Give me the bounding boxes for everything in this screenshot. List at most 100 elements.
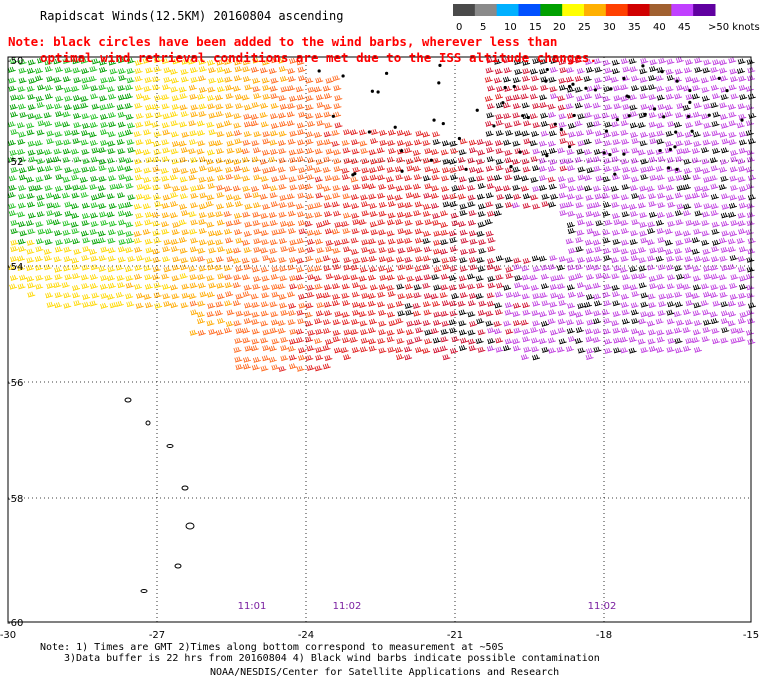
- wind-barb: [352, 166, 361, 173]
- wind-barb: [153, 56, 162, 63]
- wind-barb: [424, 183, 433, 190]
- wind-barb: [279, 103, 288, 110]
- wind-barb: [684, 256, 693, 263]
- wind-barb: [558, 256, 567, 262]
- wind-barb: [287, 76, 296, 83]
- wind-barb: [431, 167, 440, 174]
- wind-barb: [163, 300, 172, 307]
- quality-flag-circle: [673, 145, 677, 149]
- wind-barb: [225, 248, 234, 255]
- wind-barb: [306, 364, 315, 371]
- wind-barb: [161, 156, 170, 163]
- wind-barb: [233, 346, 242, 353]
- wind-barbs-layer: [7, 56, 757, 372]
- wind-barb: [287, 138, 296, 145]
- wind-barb: [44, 239, 53, 246]
- wind-barb: [584, 284, 593, 291]
- wind-barb: [604, 67, 613, 74]
- wind-barb: [73, 156, 82, 163]
- wind-barb: [720, 94, 729, 101]
- wind-barb: [269, 301, 278, 308]
- map-title: Rapidscat Winds(12.5KM) 20160804 ascendi…: [40, 9, 344, 23]
- wind-barb: [675, 57, 684, 64]
- wind-barb: [547, 337, 556, 344]
- wind-barb: [268, 156, 277, 163]
- wind-barb: [712, 111, 721, 118]
- wind-barb: [378, 329, 387, 336]
- wind-barb: [640, 347, 649, 354]
- wind-barb: [215, 301, 224, 308]
- wind-barb: [162, 84, 171, 91]
- wind-barb: [745, 104, 755, 111]
- wind-barb: [468, 230, 477, 237]
- wind-barb: [190, 111, 199, 118]
- wind-barb: [467, 184, 476, 191]
- wind-barb: [107, 237, 116, 244]
- wind-barb: [702, 327, 711, 333]
- wind-barb: [559, 165, 568, 172]
- wind-barb: [216, 148, 225, 155]
- wind-barb: [225, 291, 234, 298]
- wind-barb: [727, 264, 736, 270]
- wind-barb: [692, 174, 701, 181]
- wind-barb: [503, 284, 512, 291]
- wind-barb: [521, 84, 530, 91]
- wind-barb: [666, 58, 675, 65]
- legend-label: 45: [678, 22, 691, 33]
- wind-barb: [198, 86, 207, 93]
- wind-barb: [206, 94, 216, 101]
- wind-barb: [242, 291, 251, 298]
- wind-barb: [475, 293, 484, 300]
- wind-barb: [549, 122, 558, 129]
- wind-barb: [586, 347, 595, 354]
- wind-barb: [98, 176, 107, 182]
- wind-barb: [738, 292, 747, 299]
- wind-barb: [504, 309, 513, 316]
- wind-barb: [115, 264, 124, 271]
- wind-barb: [108, 166, 117, 173]
- wind-barb: [226, 147, 235, 154]
- wind-barb: [316, 247, 325, 254]
- wind-barb: [513, 85, 522, 92]
- wind-barb: [233, 158, 242, 165]
- wind-barb: [179, 176, 188, 183]
- wind-barb: [532, 320, 541, 327]
- wind-barb: [224, 282, 233, 289]
- legend-swatch: [693, 4, 716, 16]
- wind-barb: [513, 193, 522, 200]
- wind-barb: [603, 300, 612, 307]
- wind-barb: [602, 59, 611, 66]
- latitude-label: -54: [7, 262, 23, 273]
- wind-barb: [450, 147, 459, 154]
- wind-barb: [593, 328, 602, 335]
- wind-barb: [189, 93, 198, 100]
- wind-barb: [369, 158, 378, 165]
- wind-barb: [495, 130, 504, 137]
- wind-barb: [332, 185, 341, 192]
- wind-barb: [108, 93, 117, 100]
- wind-barb: [62, 220, 71, 227]
- wind-barb: [36, 101, 45, 108]
- wind-barb: [575, 236, 584, 243]
- wind-barb: [712, 147, 721, 154]
- wind-barb: [161, 58, 170, 65]
- pass-time-label: 11:02: [333, 601, 362, 612]
- wind-barb: [745, 166, 754, 173]
- wind-barb: [73, 112, 82, 119]
- wind-barb: [556, 274, 565, 281]
- wind-barb: [314, 238, 324, 245]
- wind-barb: [584, 174, 593, 181]
- wind-barb: [207, 166, 216, 173]
- wind-barb: [225, 237, 234, 244]
- wind-barb: [567, 302, 576, 309]
- wind-barb: [433, 266, 442, 273]
- wind-barb: [377, 219, 386, 226]
- wind-barb: [342, 202, 351, 209]
- wind-barb: [259, 67, 268, 74]
- wind-barb: [576, 95, 585, 102]
- wind-barb: [288, 227, 297, 234]
- wind-barb: [97, 230, 106, 237]
- wind-barb: [557, 310, 566, 317]
- wind-barb: [558, 121, 567, 128]
- wind-barb: [46, 138, 55, 145]
